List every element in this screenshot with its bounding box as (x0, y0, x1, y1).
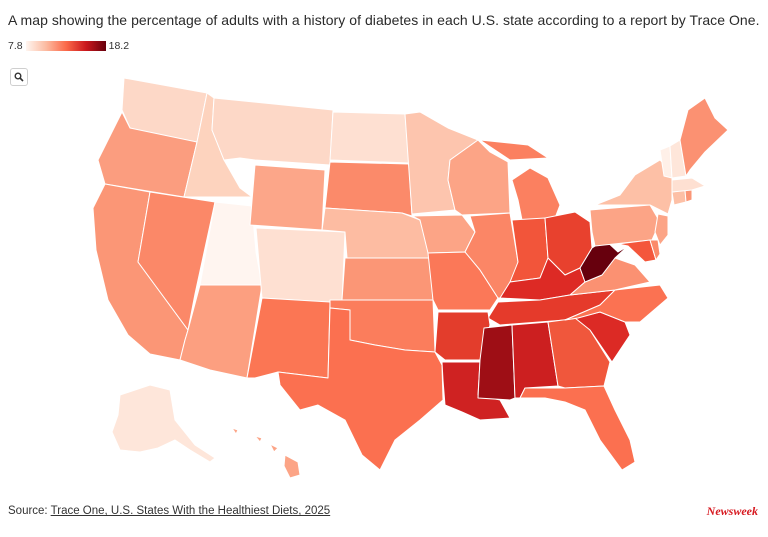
state-maine[interactable] (679, 97, 729, 177)
search-icon (14, 72, 24, 82)
zoom-button[interactable] (10, 68, 28, 86)
state-florida[interactable] (519, 385, 636, 471)
state-montana[interactable] (211, 97, 334, 166)
state-alaska[interactable] (111, 384, 216, 463)
source-note: Source: Trace One, U.S. States With the … (8, 505, 330, 517)
state-massachusetts[interactable] (671, 177, 706, 193)
source-prefix: Source: (8, 505, 48, 517)
legend-max-label: 18.2 (108, 40, 130, 52)
state-illinois[interactable] (464, 212, 519, 299)
state-texas[interactable] (277, 307, 444, 471)
chart-title: A map showing the percentage of adults w… (8, 12, 760, 28)
state-nevada[interactable] (137, 191, 216, 331)
state-south-dakota[interactable] (324, 161, 413, 217)
legend-gradient-bar (25, 41, 106, 51)
state-michigan[interactable] (479, 139, 561, 221)
legend-min-label: 7.8 (8, 40, 23, 52)
state-maryland[interactable] (617, 239, 657, 263)
state-north-dakota[interactable] (329, 111, 410, 164)
source-link[interactable]: Trace One, U.S. States With the Healthie… (50, 505, 331, 517)
newsweek-logo[interactable]: Newsweek (706, 504, 758, 518)
state-rhode-island[interactable] (684, 189, 693, 203)
state-mississippi[interactable] (477, 324, 516, 401)
state-north-carolina[interactable] (564, 284, 669, 323)
state-colorado[interactable] (255, 227, 346, 304)
state-new-jersey[interactable] (654, 213, 669, 246)
color-legend: 7.8 18.2 (8, 39, 129, 53)
state-hawaii[interactable] (231, 427, 301, 479)
state-new-mexico[interactable] (246, 297, 331, 379)
state-kansas[interactable] (341, 257, 434, 301)
state-wyoming[interactable] (249, 164, 326, 231)
state-delaware[interactable] (649, 239, 661, 261)
state-arizona[interactable] (179, 284, 263, 379)
